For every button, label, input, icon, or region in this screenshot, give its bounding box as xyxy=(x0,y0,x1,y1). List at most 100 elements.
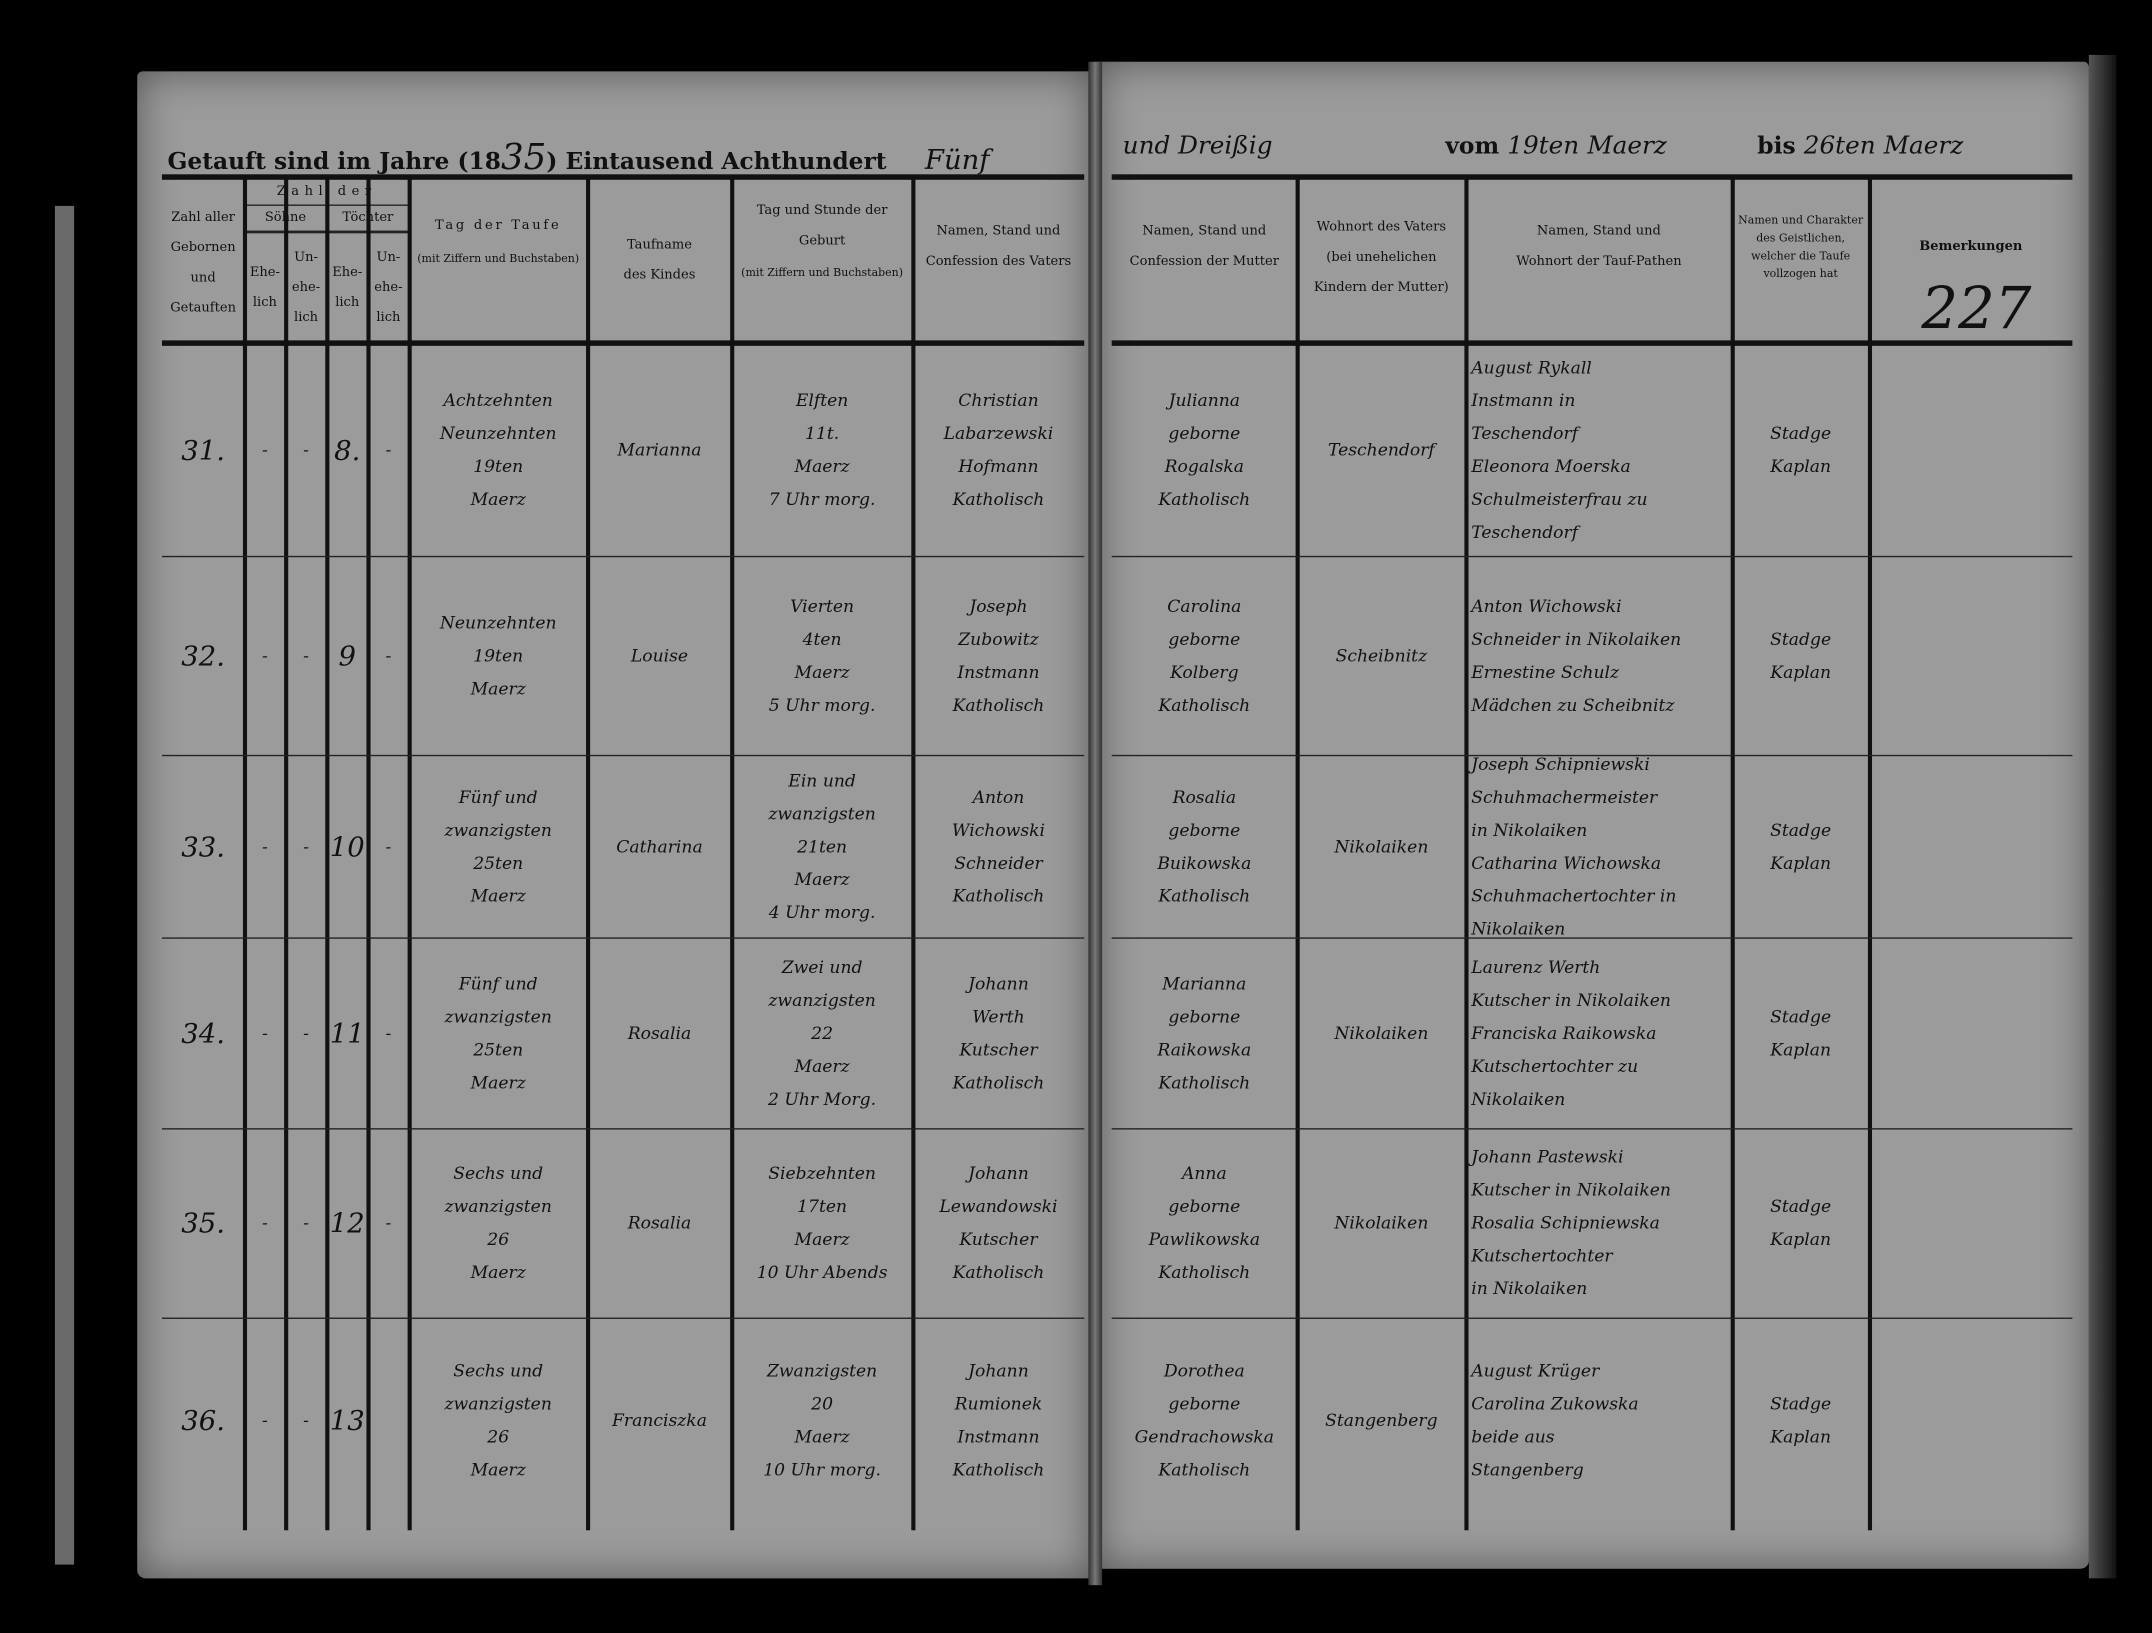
daughters-illegit: - xyxy=(385,644,392,665)
birth-day-hour-line: zwanzigsten xyxy=(768,988,876,1010)
baptism-day-line: 19ten xyxy=(473,644,524,665)
clergy: Stadge Kaplan xyxy=(1732,556,1869,755)
mother-info-line: Katholisch xyxy=(1158,693,1251,715)
mother-info-line: Anna xyxy=(1181,1162,1227,1184)
column-rule xyxy=(1295,178,1300,1531)
birth-day-hour-line: 4 Uhr morg. xyxy=(768,901,876,922)
sons-illegit: - xyxy=(303,835,309,856)
baptism-day-line: Neunzehnten xyxy=(439,611,557,633)
father-info-line: Instmann xyxy=(957,660,1040,682)
father-info-line: Werth xyxy=(972,1005,1025,1026)
header-birth: Tag und Stunde der Geburt xyxy=(756,203,888,249)
remarks xyxy=(1869,755,2072,938)
title-suffix: ) Eintausend Achthundert xyxy=(546,148,887,176)
baptism-day-line: 25ten xyxy=(473,851,524,873)
father-info-line: Kutscher xyxy=(959,1228,1038,1249)
baptism-day-line: zwanzigsten xyxy=(444,1005,552,1026)
clergy-line: Stadge xyxy=(1770,627,1832,649)
left-page xyxy=(137,71,1092,1579)
column-rule xyxy=(242,178,248,1531)
baptism-day-line: Sechs und xyxy=(453,1360,544,1381)
father-info-line: Wichowski xyxy=(951,818,1046,840)
birth-day-hour-line: 2 Uhr Morg. xyxy=(768,1087,877,1109)
birth-day-hour-line: Elften xyxy=(795,389,849,410)
header-daughters-legit: Ehe- lich xyxy=(332,264,363,311)
column-rule xyxy=(325,178,330,1531)
child-name: Louise xyxy=(630,644,689,665)
right-page xyxy=(1097,61,2089,1569)
godparents: Joseph Schipniewski Schuhmachermeister in … xyxy=(1466,755,1738,938)
birth-day-hour-line: Maerz xyxy=(794,660,850,682)
baptism-day-line: zwanzigsten xyxy=(444,1393,552,1414)
birth-day-hour-line: 5 Uhr morg. xyxy=(768,693,876,715)
birth-day-hour-line: Maerz xyxy=(794,868,850,889)
baptism-day: Fünf und zwanzigsten 25ten Maerz xyxy=(409,937,587,1128)
baptism-day-line: zwanzigsten xyxy=(444,818,552,840)
daughters-illegit xyxy=(368,1318,409,1524)
sons-illegit: - xyxy=(303,438,309,460)
birth-day-hour-line: Vierten xyxy=(790,594,855,616)
to-label: bis xyxy=(1757,133,1796,161)
godparents-line: Instmann in xyxy=(1471,389,1576,410)
father-info-line: Zubowitz xyxy=(958,627,1039,649)
child-name: Franciszka xyxy=(611,1409,707,1431)
header-mother: Namen, Stand und Confession der Mutter xyxy=(1129,223,1279,270)
mother-info-line: geborne xyxy=(1168,422,1241,443)
residence: Stangenberg xyxy=(1325,1409,1438,1431)
mother-info-line: Carolina xyxy=(1167,594,1242,616)
father-info-line: Joseph xyxy=(969,594,1028,616)
baptism-day-line: Maerz xyxy=(470,1261,526,1282)
child-name: Marianna xyxy=(617,438,702,460)
mother-info: Anna geborne Pawlikowska Katholisch xyxy=(1112,1128,1297,1317)
godparents-line: Anton Wichowski xyxy=(1471,594,1622,616)
baptism-day: Sechs und zwanzigsten 26 Maerz xyxy=(409,1128,587,1317)
row-rule xyxy=(161,937,1085,939)
godparents-line: Nikolaiken xyxy=(1471,1087,1566,1109)
sons-legit: - xyxy=(261,835,268,856)
row-number: 36. xyxy=(181,1404,225,1437)
clergy: Stadge Kaplan xyxy=(1732,343,1869,556)
father-info: Johann Rumionek Instmann Katholisch xyxy=(913,1318,1085,1524)
clergy: Stadge Kaplan xyxy=(1732,937,1869,1128)
header-top-rule xyxy=(161,174,1085,180)
row-rule xyxy=(1111,1317,2073,1319)
mother-info-line: Rogalska xyxy=(1164,454,1245,476)
godparents-line: Schneider in Nikolaiken xyxy=(1471,627,1682,649)
row-rule xyxy=(1111,1128,2073,1130)
birth-day-hour-line: Maerz xyxy=(794,1228,850,1249)
mother-info-line: Buikowska xyxy=(1157,851,1252,873)
godparents: August Krüger Carolina Zukowska beide aus S… xyxy=(1466,1318,1738,1524)
row-rule xyxy=(1111,754,2073,757)
godparents-line: Kutscher in Nikolaiken xyxy=(1471,988,1671,1010)
father-info-line: Johann xyxy=(968,1360,1029,1381)
header-sons-illegit: Un- ehe- lich xyxy=(291,249,321,326)
godparents-line: Laurenz Werth xyxy=(1471,955,1601,977)
mother-info-line: Katholisch xyxy=(1158,487,1251,509)
baptism-day-line: Maerz xyxy=(470,1071,526,1092)
birth-day-hour: Vierten 4ten Maerz 5 Uhr morg. xyxy=(732,556,913,755)
header-godparents: Namen, Stand und Wohnort der Tauf-Pathen xyxy=(1516,223,1682,270)
birth-day-hour-line: 10 Uhr morg. xyxy=(763,1458,881,1480)
residence: Scheibnitz xyxy=(1335,644,1428,665)
daughters-illegit: - xyxy=(385,438,392,460)
godparents: Anton Wichowski Schneider in Nikolaiken Er… xyxy=(1466,556,1738,755)
godparents-line: in Nikolaiken xyxy=(1471,818,1588,840)
residence: Teschendorf xyxy=(1327,438,1435,460)
birth-day-hour: Siebzehnten 17ten Maerz 10 Uhr Abends xyxy=(732,1128,913,1317)
father-info-line: Johann xyxy=(968,1162,1029,1184)
residence: Nikolaiken xyxy=(1334,1021,1429,1043)
godparents-line: Teschendorf xyxy=(1471,422,1579,443)
sons-legit: - xyxy=(261,1021,268,1043)
birth-day-hour-line: Ein und xyxy=(788,769,856,790)
mother-info-line: geborne xyxy=(1168,1195,1241,1216)
godparents-line: Kutscher in Nikolaiken xyxy=(1471,1178,1671,1200)
birth-day-hour: Zwanzigsten 20 Maerz 10 Uhr morg. xyxy=(732,1318,913,1524)
mother-info-line: Raikowska xyxy=(1157,1038,1252,1059)
father-info: Johann Werth Kutscher Katholisch xyxy=(913,937,1085,1128)
baptism-day-line: Neunzehnten xyxy=(439,422,557,443)
baptism-day-line: Sechs und xyxy=(453,1162,544,1184)
remarks xyxy=(1869,937,2072,1128)
baptism-day-line: 25ten xyxy=(473,1038,524,1059)
from-day: 19ten xyxy=(1507,131,1580,161)
title-prefix: Getauft sind im Jahre (18 xyxy=(167,148,501,176)
